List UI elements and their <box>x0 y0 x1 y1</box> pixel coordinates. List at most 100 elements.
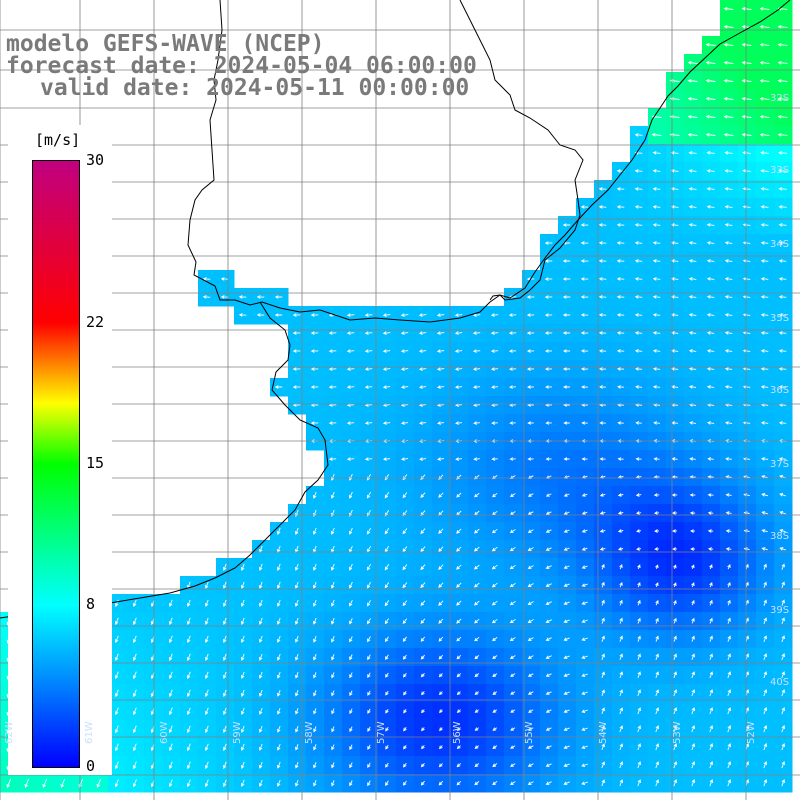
wind-arrow <box>168 617 173 626</box>
wind-arrow <box>258 617 263 625</box>
wind-arrow <box>563 493 570 497</box>
wind-arrow <box>724 205 733 209</box>
wind-arrow <box>634 295 643 299</box>
wind-arrow <box>727 689 732 697</box>
wind-arrow <box>420 673 425 678</box>
wind-arrow <box>724 187 733 191</box>
wind-arrow <box>438 745 443 750</box>
wind-arrow <box>709 582 713 588</box>
wind-arrow <box>706 277 715 281</box>
longitude-label: 55W <box>524 721 535 744</box>
wind-arrow <box>331 744 335 751</box>
wind-arrow <box>673 653 677 660</box>
wind-arrow <box>707 511 714 515</box>
wind-arrow <box>295 617 299 625</box>
longitude-label: 58W <box>304 721 315 744</box>
wind-arrow <box>346 313 355 317</box>
wind-arrow <box>474 745 479 750</box>
wind-arrow <box>727 581 731 588</box>
wind-arrow <box>634 313 643 317</box>
wind-arrow <box>310 367 319 371</box>
wind-arrow <box>349 708 353 715</box>
wind-arrow <box>777 60 788 65</box>
wind-arrow <box>581 457 588 461</box>
wind-arrow <box>331 672 335 679</box>
wind-arrow <box>526 349 535 353</box>
wind-arrow <box>474 618 480 624</box>
wind-arrow <box>474 636 480 642</box>
wind-arrow <box>563 421 570 425</box>
wind-arrow <box>723 114 734 119</box>
wind-arrow <box>616 331 625 335</box>
wind-arrow <box>759 132 770 137</box>
wind-arrow <box>619 779 624 787</box>
wind-arrow <box>619 653 623 660</box>
wind-arrow <box>420 474 426 481</box>
wind-arrow <box>691 582 695 588</box>
wind-arrow <box>763 725 768 733</box>
wind-arrow <box>204 761 209 770</box>
wind-arrow <box>346 421 355 425</box>
wind-arrow <box>652 151 661 155</box>
wind-arrow <box>472 349 481 353</box>
wind-arrow <box>706 349 715 353</box>
wind-arrow <box>420 780 425 786</box>
wind-arrow <box>295 726 299 733</box>
wind-arrow <box>367 690 371 696</box>
wind-arrow <box>277 653 281 661</box>
wind-arrow <box>438 582 444 588</box>
wind-arrow <box>313 654 317 661</box>
latitude-label: 35S <box>770 313 790 324</box>
wind-arrow <box>310 385 319 389</box>
wind-arrow <box>436 367 445 371</box>
wind-arrow <box>114 725 119 734</box>
wind-arrow <box>526 295 535 299</box>
wind-arrow <box>563 637 570 641</box>
wind-arrow <box>186 689 191 698</box>
wind-arrow <box>545 691 552 695</box>
wind-arrow <box>276 617 281 625</box>
wind-arrow <box>474 492 480 498</box>
wind-arrow <box>400 457 409 461</box>
wind-arrow <box>781 779 786 787</box>
wind-arrow <box>705 96 716 101</box>
wind-arrow <box>562 367 571 371</box>
wind-arrow <box>240 635 245 643</box>
wind-arrow <box>725 457 732 461</box>
wind-arrow <box>420 654 425 660</box>
wind-arrow <box>619 707 623 715</box>
wind-arrow <box>634 331 643 335</box>
wind-arrow <box>563 781 570 785</box>
wind-arrow <box>474 763 480 768</box>
wind-arrow <box>742 277 751 281</box>
wind-arrow <box>402 546 408 553</box>
wind-arrow <box>382 331 391 335</box>
title-line-3: valid date: 2024-05-11 00:00:00 <box>40 75 470 101</box>
latitude-label: 37S <box>770 459 790 470</box>
wind-arrow <box>114 761 119 770</box>
wind-arrow <box>492 727 498 731</box>
wind-arrow <box>367 762 371 769</box>
wind-arrow <box>616 241 625 245</box>
wind-arrow <box>653 421 660 425</box>
wind-arrow <box>294 581 299 589</box>
wind-arrow <box>670 151 679 155</box>
wind-arrow <box>403 762 407 768</box>
wind-arrow <box>599 511 606 515</box>
wind-arrow <box>563 529 570 533</box>
wind-arrow <box>670 169 679 173</box>
wind-arrow <box>402 600 408 607</box>
wind-arrow <box>634 205 643 209</box>
wind-arrow <box>276 563 281 571</box>
wind-arrow <box>691 671 695 679</box>
wind-arrow <box>616 349 625 353</box>
wind-arrow <box>601 563 605 570</box>
wind-arrow <box>313 635 317 643</box>
title-line-2: forecast date: 2024-05-04 06:00:00 <box>6 53 477 79</box>
wind-arrow <box>312 581 317 589</box>
wind-arrow <box>310 421 319 425</box>
wind-arrow <box>403 691 407 696</box>
wind-arrow <box>723 42 734 47</box>
wind-arrow <box>382 421 391 425</box>
